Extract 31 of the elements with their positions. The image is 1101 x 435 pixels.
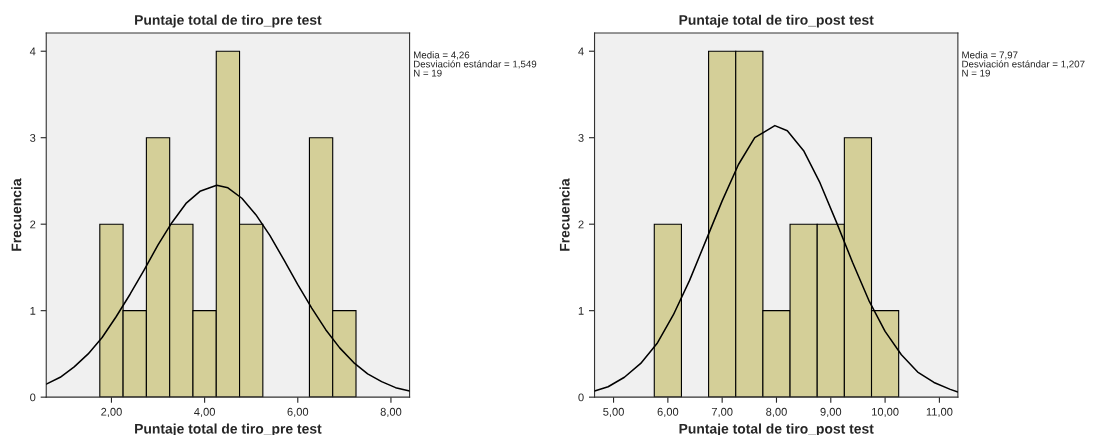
x-tick-label: 9,00 xyxy=(820,407,842,418)
text: Desviación estándar = 1,549 xyxy=(414,60,537,69)
y-tick-label: 0 xyxy=(30,393,36,402)
y-axis-title: Frecuencia xyxy=(559,178,570,251)
x-tick-label: 11,00 xyxy=(926,407,953,418)
text: N = 19 xyxy=(962,69,990,77)
y-tick-label: 1 xyxy=(30,307,36,315)
x-tick-label: 6,00 xyxy=(287,407,309,418)
x-tick-label: 8,00 xyxy=(380,407,402,418)
y-tick-label: 3 xyxy=(578,133,584,142)
x-tick-label: 6,00 xyxy=(657,407,679,418)
x-tick-label: 7,00 xyxy=(711,407,733,418)
text: N = 19 xyxy=(414,69,442,77)
chart-title: Puntaje total de tiro_pre test xyxy=(135,14,322,28)
y-axis-title: Frecuencia xyxy=(11,178,22,251)
chart-title: Puntaje total de tiro_post test xyxy=(679,14,874,28)
y-tick-label: 2 xyxy=(578,220,584,229)
y-tick-label: 4 xyxy=(29,47,36,56)
x-tick-label: 10,00 xyxy=(872,407,899,418)
x-tick-label: 8,00 xyxy=(766,407,787,418)
x-tick-label: 4,00 xyxy=(194,407,215,418)
text: Media = 4,26 xyxy=(414,51,470,60)
text: Desviación estándar = 1,207 xyxy=(962,60,1085,69)
y-tick-label: 3 xyxy=(30,133,36,142)
y-tick-label: 2 xyxy=(30,220,36,229)
y-tick-label: 4 xyxy=(578,47,584,56)
y-tick-label: 1 xyxy=(578,307,584,315)
y-tick-label: 0 xyxy=(578,393,584,402)
text: Media = 7,97 xyxy=(962,51,1018,60)
x-tick-label: 5,00 xyxy=(603,407,624,418)
x-tick-label: 2,00 xyxy=(101,407,122,418)
